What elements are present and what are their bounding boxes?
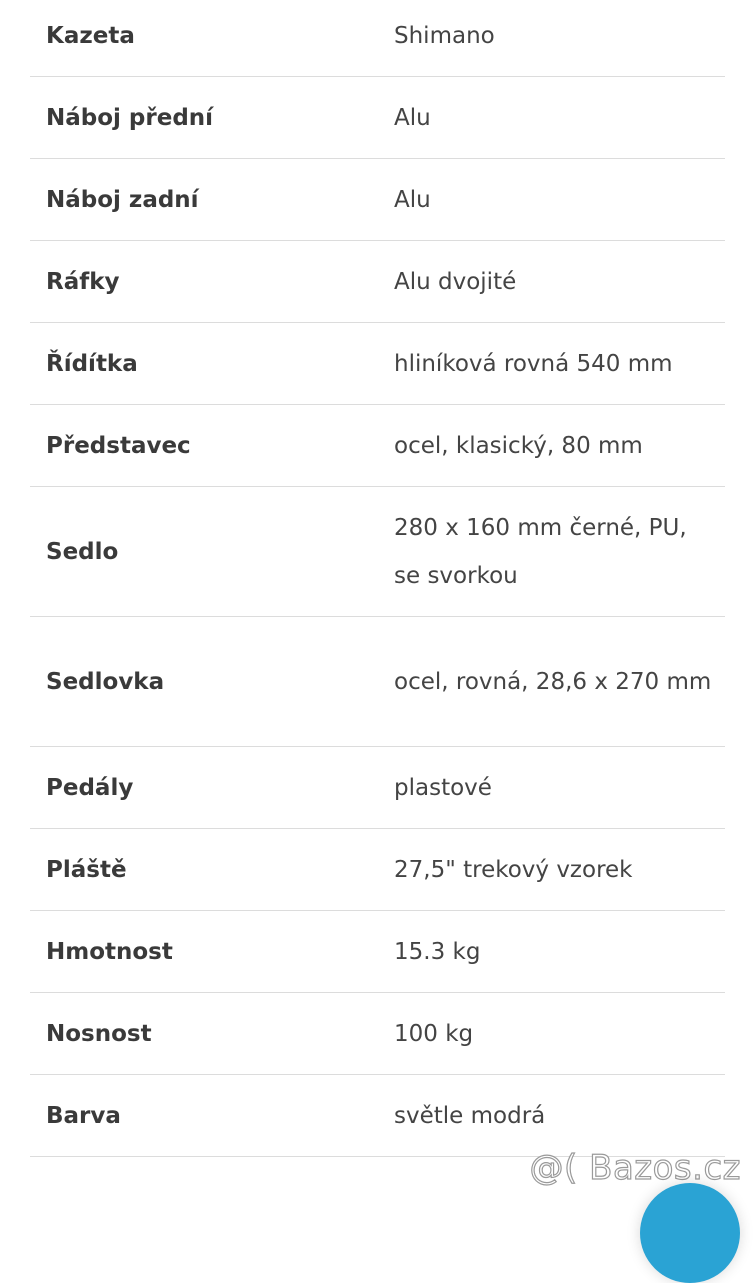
spec-value: 100 kg	[394, 1020, 474, 1047]
spec-value: 27,5" trekový vzorek	[394, 856, 633, 883]
spec-row: Představec ocel, klasický, 80 mm	[30, 405, 725, 487]
spec-label: Náboj zadní	[46, 186, 199, 213]
spec-row: Náboj přední Alu	[30, 77, 725, 159]
spec-row: Pláště 27,5" trekový vzorek	[30, 829, 725, 911]
spec-value: hliníková rovná 540 mm	[394, 350, 673, 377]
spec-value: Shimano	[394, 22, 495, 49]
spec-label: Hmotnost	[46, 938, 173, 965]
spec-value: ocel, rovná, 28,6 x 270 mm	[394, 668, 712, 695]
spec-row: Nosnost 100 kg	[30, 993, 725, 1075]
spec-row: Náboj zadní Alu	[30, 159, 725, 241]
spec-label: Sedlo	[46, 538, 119, 565]
spec-label: Pláště	[46, 856, 127, 883]
spec-label: Kazeta	[46, 22, 135, 49]
spec-value: 15.3 kg	[394, 938, 481, 965]
spec-table: Kazeta Shimano Náboj přední Alu Náboj zadní A…	[30, 0, 725, 1157]
spec-label: Sedlovka	[46, 668, 165, 695]
spec-row: Barva světle modrá	[30, 1075, 725, 1157]
spec-label: Pedály	[46, 774, 134, 801]
spec-value: 280 x 160 mm černé, PU, se svorkou	[394, 514, 687, 589]
spec-row: Ráfky Alu dvojité	[30, 241, 725, 323]
spec-value: Alu dvojité	[394, 268, 517, 295]
spec-row: Řídítka hliníková rovná 540 mm	[30, 323, 725, 405]
spec-row: Kazeta Shimano	[30, 0, 725, 77]
spec-value: plastové	[394, 774, 492, 801]
spec-label: Nosnost	[46, 1020, 152, 1047]
spec-label: Náboj přední	[46, 104, 214, 131]
spec-row: Sedlovka ocel, rovná, 28,6 x 270 mm	[30, 617, 725, 747]
spec-value: ocel, klasický, 80 mm	[394, 432, 643, 459]
spec-label: Představec	[46, 432, 191, 459]
watermark: @( Bazos.cz	[529, 1147, 741, 1188]
spec-label: Řídítka	[46, 350, 138, 377]
spec-value: Alu	[394, 186, 431, 213]
floating-action-button[interactable]	[640, 1183, 740, 1283]
spec-value: Alu	[394, 104, 431, 131]
spec-value: světle modrá	[394, 1102, 546, 1129]
spec-label: Barva	[46, 1102, 121, 1129]
spec-row: Pedály plastové	[30, 747, 725, 829]
spec-row: Hmotnost 15.3 kg	[30, 911, 725, 993]
spec-row: Sedlo 280 x 160 mm černé, PU, se svorkou	[30, 487, 725, 617]
spec-label: Ráfky	[46, 268, 120, 295]
